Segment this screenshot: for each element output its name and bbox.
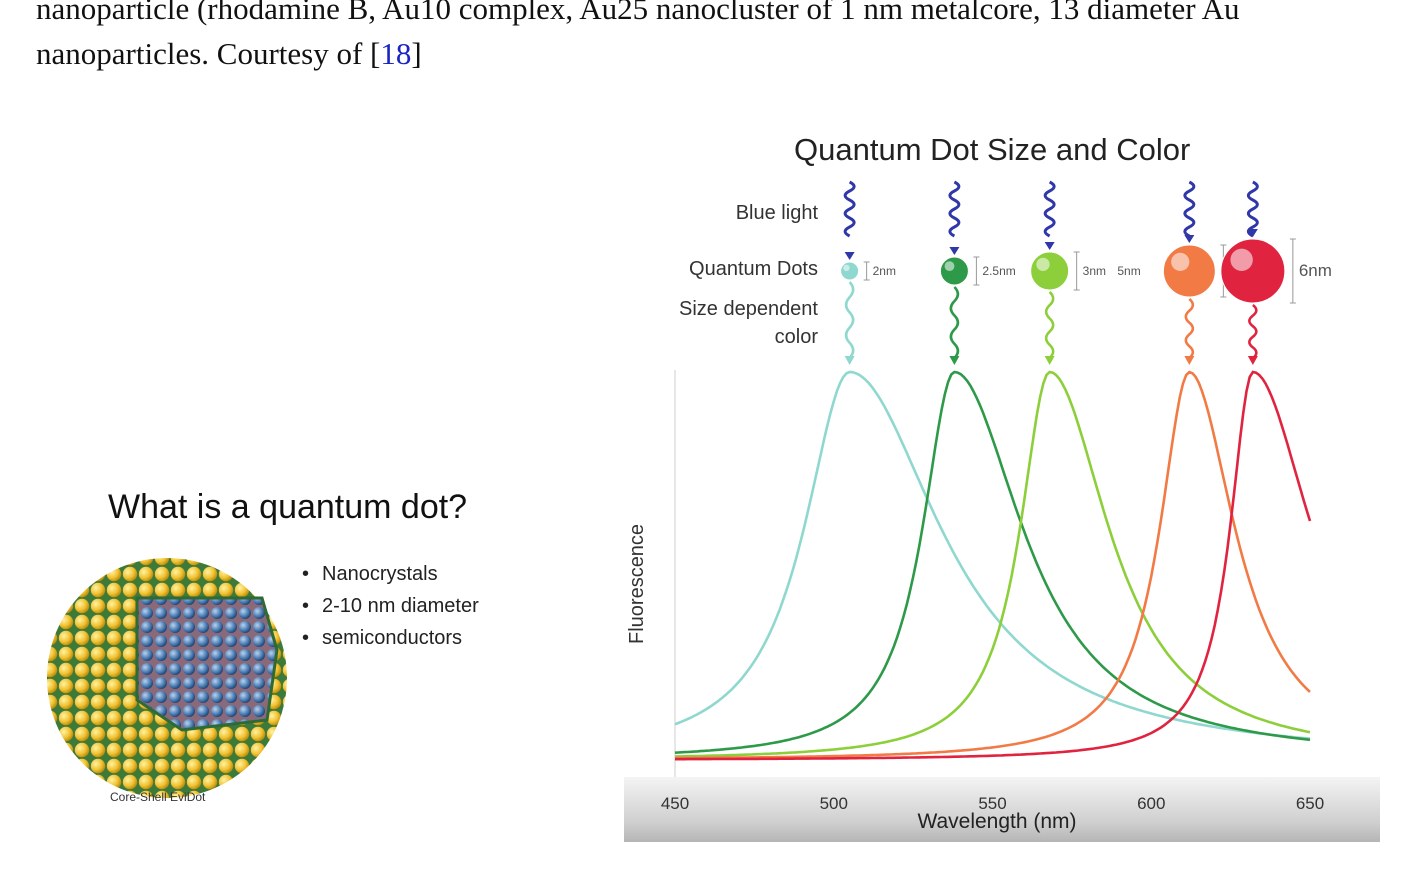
blue-light-arrow — [1184, 235, 1195, 243]
dot-highlight — [1230, 248, 1253, 271]
quantum-dot-2nm — [840, 261, 860, 281]
series-line-5nm — [674, 370, 1311, 760]
size-bracket — [973, 256, 980, 286]
illustration-caption: Core-Shell EviDot — [110, 790, 206, 804]
row-label-quantum-dots: Quantum Dots — [689, 258, 818, 280]
series-line-2nm — [674, 370, 1311, 740]
size-bracket — [1073, 251, 1080, 291]
series-line-3nm — [674, 370, 1311, 758]
caption-text: nanoparticles. Courtesy of [ — [36, 36, 381, 71]
blue-light-wave — [1246, 180, 1259, 238]
caption-line-2: nanoparticles. Courtesy of [18] — [36, 31, 1413, 76]
x-tick-label: 600 — [1137, 794, 1166, 813]
x-tick-label: 550 — [978, 794, 1007, 813]
quantum-dot-6nm — [1220, 238, 1286, 304]
emission-arrow — [1247, 356, 1258, 365]
quantum-dot-explainer: What is a quantum dot? — [40, 480, 560, 820]
caption-text-end: ] — [411, 36, 422, 71]
dots-layer — [840, 180, 1296, 365]
x-axis-bar — [624, 777, 1380, 842]
figure-title: Quantum Dot Size and Color — [794, 132, 1191, 167]
dot-highlight — [1171, 252, 1190, 271]
curves-layer — [674, 370, 1312, 761]
emission-arrow — [844, 356, 855, 365]
size-bracket — [863, 261, 870, 281]
blue-light-wave — [843, 180, 856, 238]
emission-arrow — [1044, 356, 1055, 365]
x-axis-label: Wavelength (nm) — [917, 810, 1077, 833]
explainer-title: What is a quantum dot? — [108, 488, 468, 526]
y-axis-label: Fluorescence — [626, 523, 648, 644]
quantum-dot-size-color-figure: Quantum Dot Size and Color Blue light Qu… — [600, 120, 1413, 860]
bullet-item: 2-10 nm diameter — [302, 590, 479, 622]
explainer-bullets: Nanocrystals 2-10 nm diameter semiconduc… — [302, 558, 479, 654]
core-shell-dot-illustration — [47, 558, 287, 798]
caption-line-1: nanoparticle (rhodamine B, Au10 complex,… — [36, 0, 1240, 26]
blue-light-arrow — [949, 247, 960, 255]
x-tick-label: 650 — [1295, 794, 1325, 813]
blue-light-arrow — [1247, 229, 1258, 237]
x-tick-label: 450 — [660, 794, 690, 813]
spectrum-chart — [674, 180, 1312, 781]
size-label: 6nm — [1298, 261, 1332, 280]
quantum-dot-3nm — [1030, 251, 1070, 291]
blue-light-wave — [948, 180, 961, 238]
series-line-6nm — [675, 370, 1312, 761]
blue-light-wave — [1183, 180, 1196, 238]
row-label-color: color — [774, 326, 818, 348]
emission-wave — [949, 286, 960, 359]
series-line-2.5nm — [674, 370, 1311, 754]
emission-arrow — [949, 356, 960, 365]
blue-light-arrow — [844, 252, 855, 260]
x-tick-label: 500 — [819, 794, 848, 813]
blue-light-arrow — [1044, 242, 1055, 250]
emission-wave — [1184, 298, 1195, 359]
emission-wave — [1044, 291, 1055, 359]
quantum-dot-5nm — [1162, 244, 1216, 298]
blue-light-wave — [1043, 180, 1056, 238]
row-label-blue-light: Blue light — [735, 202, 818, 224]
row-label-size-dependent: Size dependent — [678, 298, 818, 320]
size-label: 2nm — [872, 264, 896, 278]
emission-arrow — [1184, 356, 1195, 365]
core-cutaway — [135, 596, 279, 732]
size-label: 2.5nm — [982, 264, 1016, 278]
size-bracket — [1289, 238, 1296, 304]
bullet-item: Nanocrystals — [302, 558, 479, 590]
dot-highlight — [1036, 257, 1050, 271]
bullet-item: semiconductors — [302, 622, 479, 654]
emission-wave — [1248, 303, 1258, 360]
dot-highlight — [843, 264, 850, 271]
size-label: 5nm — [1117, 264, 1141, 278]
quantum-dot-2.5nm — [939, 256, 969, 286]
size-label: 3nm — [1082, 264, 1106, 278]
emission-wave — [844, 281, 855, 359]
figure-caption: nanoparticle (rhodamine B, Au10 complex,… — [36, 0, 1413, 76]
citation-link[interactable]: 18 — [380, 36, 412, 71]
dot-highlight — [944, 261, 955, 271]
